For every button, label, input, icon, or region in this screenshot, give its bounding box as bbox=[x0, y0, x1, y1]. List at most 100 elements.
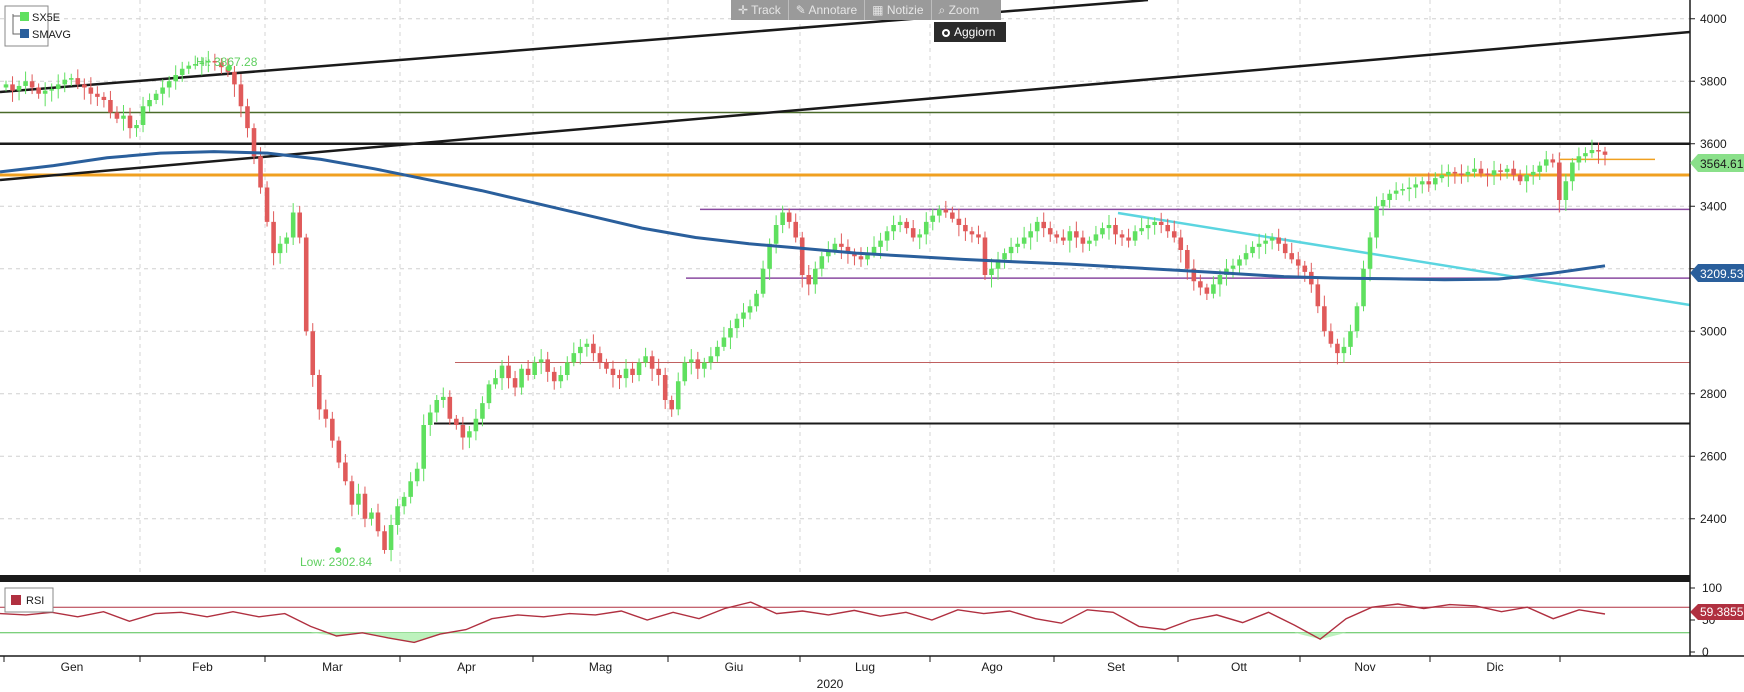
candle-body bbox=[1570, 162, 1575, 182]
candle-body bbox=[55, 84, 61, 90]
x-month-label: Ago bbox=[981, 660, 1003, 674]
candle-body bbox=[1563, 181, 1569, 200]
candle-body bbox=[1061, 237, 1066, 241]
last-sma-value: 3209.53 bbox=[1700, 267, 1744, 281]
candle-body bbox=[42, 90, 48, 94]
candle-body bbox=[330, 418, 335, 441]
candle-body bbox=[1113, 225, 1118, 235]
candle-body bbox=[564, 362, 570, 375]
candle-body bbox=[773, 225, 779, 244]
candle-body bbox=[512, 378, 518, 388]
candle-body bbox=[806, 275, 812, 285]
annotate-label: Annotare bbox=[808, 3, 858, 17]
candle-body bbox=[571, 353, 577, 363]
candle-body bbox=[434, 400, 440, 413]
candle-body bbox=[1426, 181, 1432, 185]
candle-body bbox=[1367, 237, 1373, 269]
candle-body bbox=[440, 396, 446, 400]
y-tick-label: 2800 bbox=[1700, 387, 1727, 401]
legend-swatch-sx5e bbox=[20, 12, 29, 21]
y-axis bbox=[1690, 0, 1744, 656]
candle-body bbox=[134, 125, 139, 129]
candle-body bbox=[662, 375, 668, 400]
candle-body bbox=[349, 481, 355, 505]
candle-body bbox=[1446, 171, 1451, 175]
candle-body bbox=[826, 250, 831, 257]
candle-body bbox=[388, 525, 394, 550]
candle-body bbox=[956, 218, 962, 225]
candle-body bbox=[1028, 231, 1033, 238]
candle-body bbox=[721, 337, 727, 347]
candle-body bbox=[578, 346, 583, 354]
news-button[interactable]: ▦ Notizie bbox=[865, 0, 932, 20]
y-tick-label: 2600 bbox=[1700, 449, 1727, 463]
candle-body bbox=[1485, 173, 1490, 175]
candle-body bbox=[1328, 331, 1334, 344]
candle-body bbox=[897, 221, 903, 225]
hi-marker bbox=[226, 65, 232, 71]
candle-body bbox=[3, 84, 9, 88]
candle-body bbox=[460, 425, 466, 438]
x-month-label: Set bbox=[1107, 660, 1126, 674]
update-icon bbox=[942, 29, 950, 37]
cyan-downtrend-line[interactable] bbox=[1117, 211, 1691, 307]
candle-body bbox=[1002, 253, 1007, 260]
candle-body bbox=[1145, 225, 1151, 229]
candle-body bbox=[1217, 275, 1223, 285]
candle-body bbox=[310, 331, 316, 375]
candle-body bbox=[1374, 206, 1379, 238]
candle-body bbox=[356, 493, 361, 505]
main-panel bbox=[0, 0, 1690, 576]
candle-body bbox=[969, 231, 975, 235]
candle-body bbox=[219, 62, 224, 68]
candle-body bbox=[636, 362, 642, 375]
candle-body bbox=[786, 212, 792, 222]
candle-body bbox=[1302, 265, 1308, 272]
candle-body bbox=[1361, 268, 1366, 307]
candle-body bbox=[62, 79, 68, 85]
candle-body bbox=[525, 368, 531, 375]
candle-body bbox=[747, 306, 753, 313]
x-month-label: Nov bbox=[1354, 660, 1375, 674]
candle-body bbox=[1315, 284, 1321, 307]
rsi-tick-label: 100 bbox=[1702, 581, 1722, 595]
zoom-button[interactable]: ⌕ Zoom bbox=[938, 3, 980, 17]
update-button[interactable]: Aggiorn bbox=[934, 22, 1006, 42]
candle-body bbox=[1191, 268, 1197, 282]
candle-body bbox=[408, 481, 413, 497]
y-tick-label: 4000 bbox=[1700, 12, 1727, 26]
candle-body bbox=[166, 81, 172, 88]
candle-body bbox=[414, 468, 420, 482]
candle-body bbox=[610, 368, 616, 375]
sma-line[interactable] bbox=[0, 150, 1606, 282]
track-button[interactable]: ✛ Track bbox=[731, 0, 789, 20]
candle-body bbox=[1322, 306, 1327, 332]
legend-swatch-smavg bbox=[20, 29, 29, 38]
candle-body bbox=[1074, 231, 1079, 238]
candle-body bbox=[715, 346, 720, 357]
candle-body bbox=[127, 115, 133, 129]
candle-body bbox=[1015, 243, 1020, 247]
candle-body bbox=[271, 221, 276, 254]
candle-body bbox=[1295, 259, 1301, 266]
rsi-line[interactable] bbox=[0, 601, 1606, 644]
annotate-button[interactable]: ✎ Annotare bbox=[789, 0, 866, 20]
candle-body bbox=[871, 246, 877, 254]
candle-body bbox=[689, 359, 694, 363]
candle-body bbox=[153, 93, 159, 100]
candle-body bbox=[480, 403, 485, 419]
candle-body bbox=[708, 356, 714, 363]
candle-body bbox=[1263, 240, 1268, 244]
panel-divider[interactable] bbox=[0, 575, 1690, 582]
rsi-legend-box[interactable] bbox=[4, 587, 54, 613]
candle-body bbox=[1171, 231, 1177, 238]
y-tick-label: 2400 bbox=[1700, 512, 1727, 526]
candle-body bbox=[68, 78, 74, 80]
candle-body bbox=[1106, 225, 1112, 229]
low-label: Low: 2302.84 bbox=[300, 555, 372, 569]
candle-body bbox=[1517, 175, 1523, 182]
candle-body bbox=[1093, 234, 1099, 241]
candle-body bbox=[1250, 246, 1255, 254]
candle-body bbox=[1380, 200, 1386, 207]
